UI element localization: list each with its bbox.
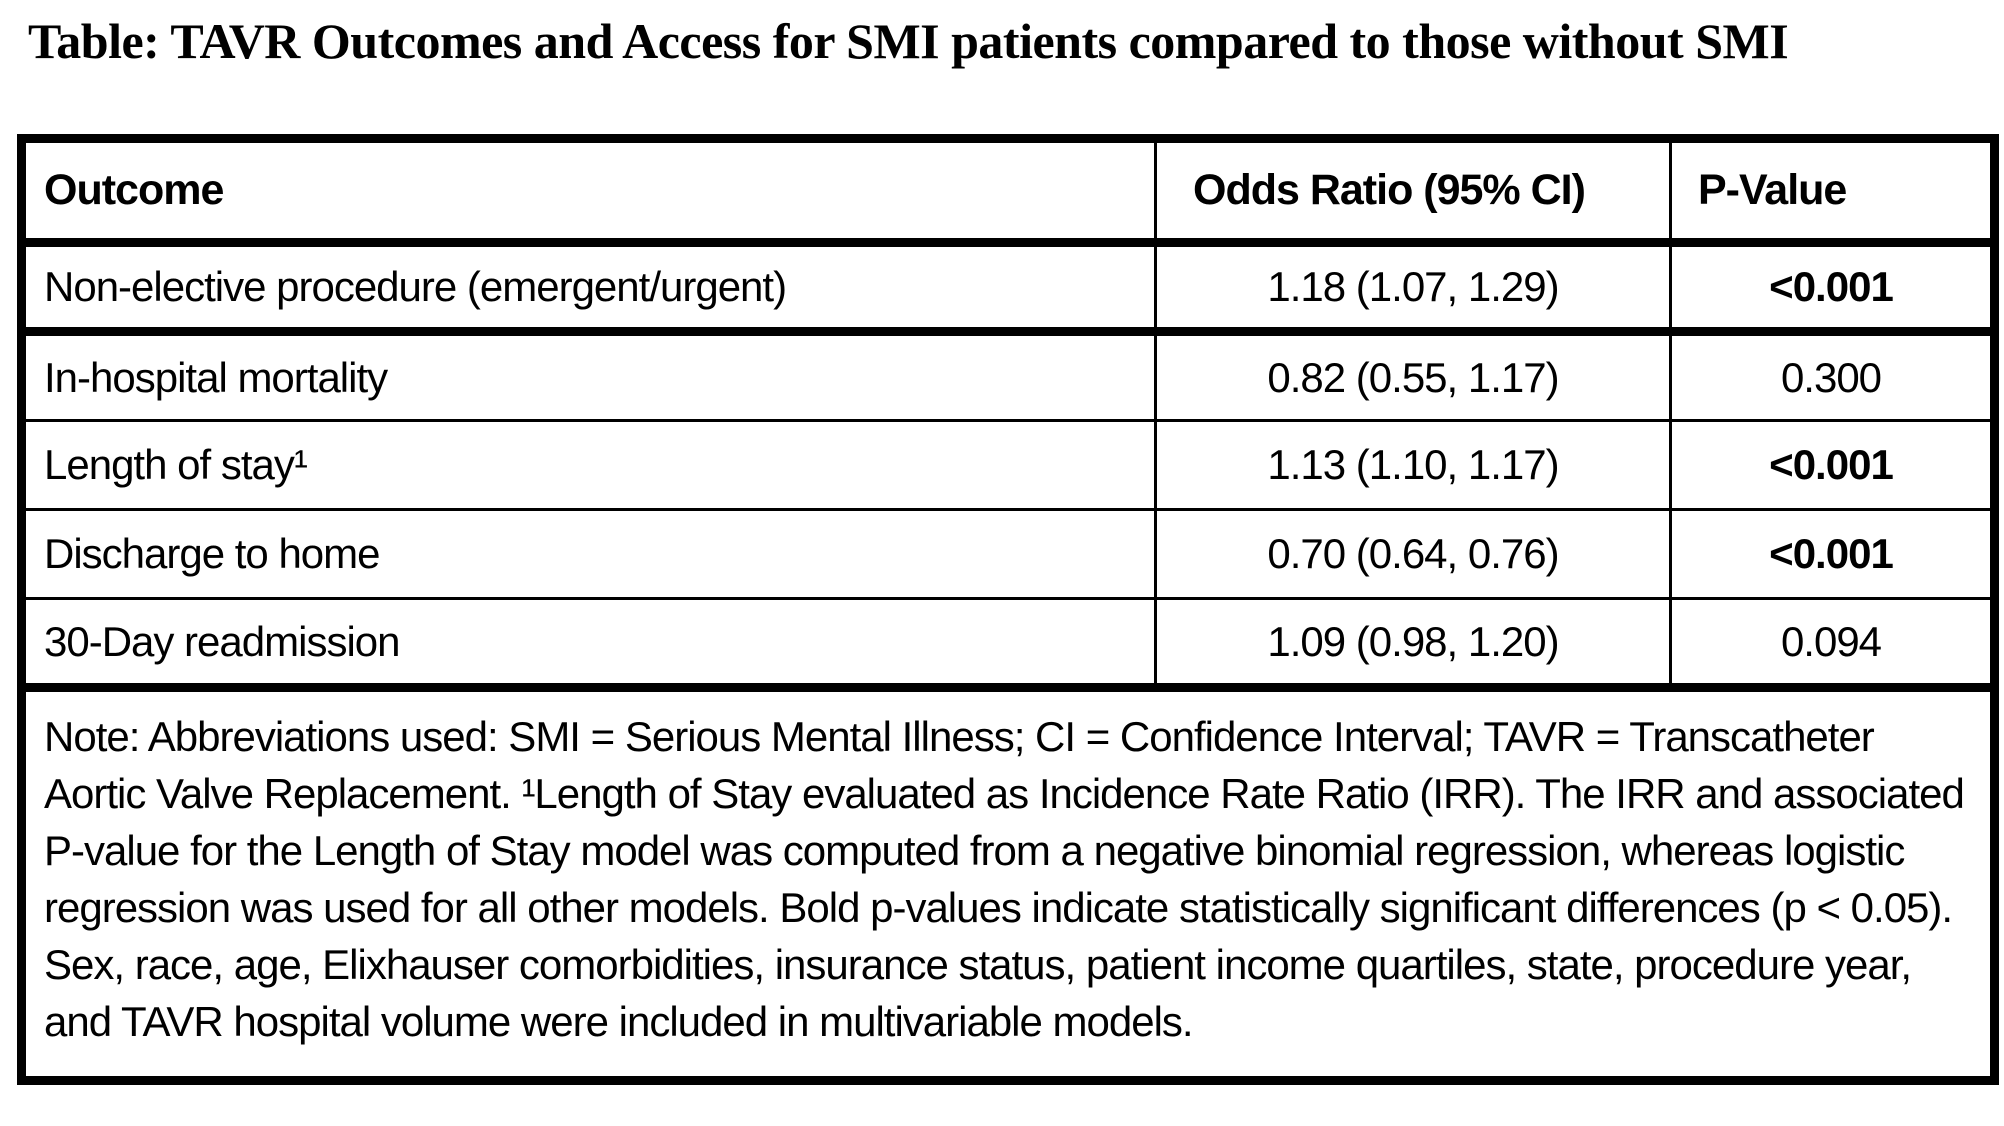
p-value-cell: 0.094 <box>1669 598 1995 688</box>
header-cell-odds-ratio: Odds Ratio (95% CI) <box>1154 138 1671 243</box>
outcome-cell: In-hospital mortality <box>44 353 388 401</box>
table-row: Non-elective procedure (emergent/urgent)… <box>21 242 1995 332</box>
outcomes-table: Outcome Odds Ratio (95% CI) P-Value Non-… <box>17 134 1999 1085</box>
header-cell-p-value: P-Value <box>1669 138 1995 243</box>
header-cell-outcome: Outcome <box>44 166 224 214</box>
table-note: Note: Abbreviations used: SMI = Serious … <box>44 713 1965 1045</box>
table-row: Length of stay¹ 1.13 (1.10, 1.17) <0.001 <box>21 420 1995 510</box>
odds-ratio-cell: 1.13 (1.10, 1.17) <box>1154 420 1671 510</box>
odds-ratio-cell: 0.70 (0.64, 0.76) <box>1154 509 1671 599</box>
p-value-cell: <0.001 <box>1669 420 1995 510</box>
odds-ratio-cell: 1.09 (0.98, 1.20) <box>1154 598 1671 688</box>
p-value-cell: 0.300 <box>1669 331 1995 421</box>
table-header-row: Outcome Odds Ratio (95% CI) P-Value <box>21 138 1995 243</box>
outcome-cell: Length of stay¹ <box>44 441 308 488</box>
page-title: Table: TAVR Outcomes and Access for SMI … <box>28 13 1789 69</box>
table-row: 30-Day readmission 1.09 (0.98, 1.20) 0.0… <box>21 598 1995 688</box>
outcome-cell: 30-Day readmission <box>44 617 401 665</box>
p-value-cell: <0.001 <box>1669 242 1995 332</box>
table-note-row: Note: Abbreviations used: SMI = Serious … <box>22 688 1995 1081</box>
outcome-cell: Non-elective procedure (emergent/urgent) <box>44 263 787 310</box>
table-row: Discharge to home 0.70 (0.64, 0.76) <0.0… <box>21 509 1995 599</box>
table-row: In-hospital mortality 0.82 (0.55, 1.17) … <box>21 331 1995 421</box>
p-value-cell: <0.001 <box>1669 509 1995 599</box>
odds-ratio-cell: 0.82 (0.55, 1.17) <box>1154 331 1671 421</box>
odds-ratio-cell: 1.18 (1.07, 1.29) <box>1154 242 1671 332</box>
outcome-cell: Discharge to home <box>44 530 381 577</box>
